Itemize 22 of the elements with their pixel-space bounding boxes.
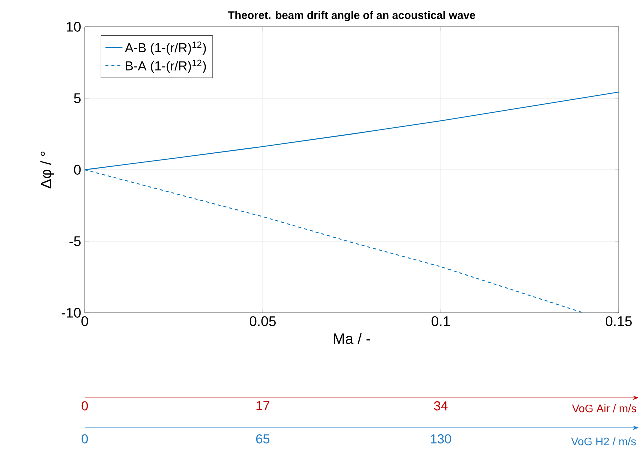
chart-title: Theoret. beam drift angle of an acoustical wave (228, 11, 476, 22)
x-tick-label: 0 (82, 316, 88, 326)
y-tick-label: -5 (70, 236, 81, 246)
y-tick-label: 10 (67, 22, 81, 32)
legend-label: A-B (1-(r/R)$^{12}$) (125, 42, 206, 56)
x2-axis-title: VoG Air / m/s (572, 404, 636, 413)
legend-label: B-A (1-(r/R)$^{12}$) (126, 60, 206, 74)
x2-tick-label: 34 (434, 402, 448, 411)
x2-tick-label: 17 (256, 402, 270, 410)
text: 130 (431, 434, 452, 444)
x-tick-label: 0.05 (250, 316, 276, 326)
text: VoG H2 / m/s (571, 438, 636, 446)
x-axis-title: Ma / - (334, 333, 370, 344)
y-tick-label: 0 (74, 165, 81, 175)
x-tick-label: 0.15 (606, 316, 632, 326)
text: 0 (82, 434, 88, 444)
y-tick-label: -10 (62, 308, 81, 318)
y-axis-title: Δφ / ° (40, 152, 54, 189)
x-tick-label: 0.1 (432, 316, 450, 326)
x2-tick-label: 0 (82, 402, 88, 411)
text: 65 (256, 434, 270, 444)
y-tick-label: 5 (74, 94, 81, 104)
